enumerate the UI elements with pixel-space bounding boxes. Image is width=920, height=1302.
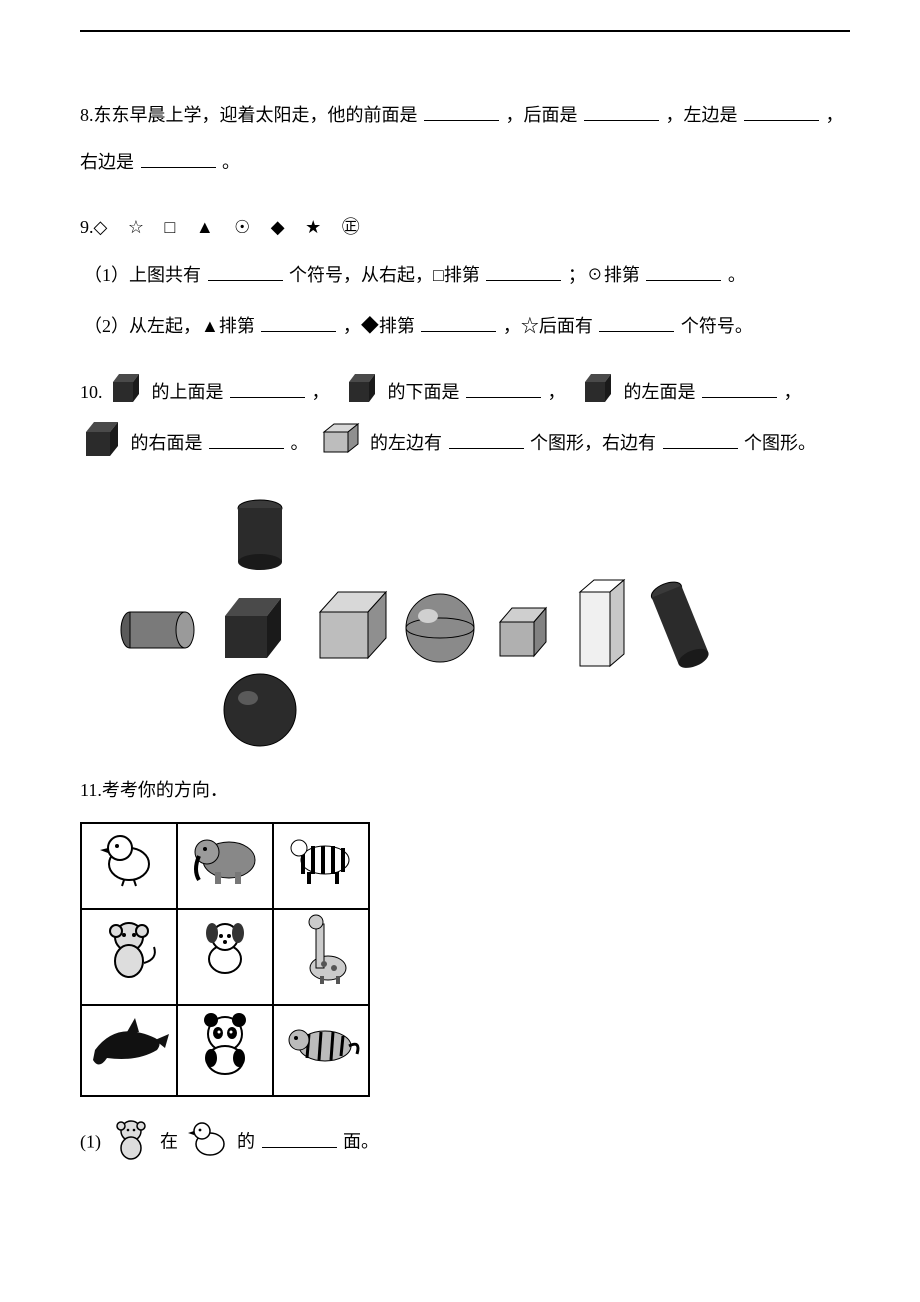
bottom-sphere-icon bbox=[224, 674, 296, 746]
short-cylinder-icon bbox=[121, 612, 194, 648]
grid-cell-panda bbox=[177, 1005, 273, 1097]
textured-cube-icon bbox=[320, 592, 386, 658]
q10-t7: 个图形。 bbox=[744, 433, 816, 453]
blank[interactable] bbox=[646, 263, 721, 281]
blank[interactable] bbox=[449, 431, 524, 449]
q10-t4: 的右面是 bbox=[131, 433, 203, 453]
blank[interactable] bbox=[230, 380, 305, 398]
blank[interactable] bbox=[262, 1130, 337, 1148]
grid-cell-chick bbox=[81, 823, 177, 909]
q11-part1: (1) 在 的 面。 bbox=[80, 1115, 850, 1172]
blank[interactable] bbox=[702, 380, 777, 398]
q9-p1-d: 。 bbox=[728, 265, 746, 285]
blank[interactable] bbox=[141, 150, 216, 168]
q8-text-3: ，左边是 bbox=[666, 105, 738, 125]
top-rule bbox=[80, 30, 850, 32]
dark-cube-icon bbox=[345, 370, 381, 422]
q9-part1: （1）上图共有 个符号，从右起，□排第 ；☉排第 。 bbox=[80, 250, 850, 300]
question-10: 10. 的上面是 ， 的下面是 ， 的左面是 ， 的右面是 。 的左边有 个图形… bbox=[80, 369, 850, 472]
q10-num: 10. bbox=[80, 382, 103, 402]
q8-text-5: 右边是 bbox=[80, 152, 134, 172]
blank[interactable] bbox=[424, 103, 499, 121]
chick-icon bbox=[185, 1117, 231, 1174]
q11-p1-b: 在 bbox=[160, 1132, 178, 1152]
q10-t5: 的左边有 bbox=[370, 433, 442, 453]
q11-p1-a: (1) bbox=[80, 1132, 106, 1152]
blank[interactable] bbox=[209, 431, 284, 449]
question-9: 9.◇ ☆ □ ▲ ☉ ◆ ★ ㊣ （1）上图共有 个符号，从右起，□排第 ；☉… bbox=[80, 204, 850, 352]
blank[interactable] bbox=[599, 314, 674, 332]
q9-p2-b: ，◆排第 bbox=[343, 316, 415, 336]
q11-p1-c: 的 bbox=[237, 1132, 255, 1152]
q9-p1-c: ；☉排第 bbox=[568, 265, 640, 285]
textured-cube-icon bbox=[320, 420, 364, 474]
blank[interactable] bbox=[421, 314, 496, 332]
q8-text-2: ，后面是 bbox=[506, 105, 578, 125]
grid-cell-dog bbox=[177, 909, 273, 1005]
q10-p1: 。 bbox=[291, 433, 309, 453]
q9-part2: （2）从左起，▲排第 ，◆排第 ，☆后面有 个符号。 bbox=[80, 301, 850, 351]
rect-prism-icon bbox=[580, 580, 624, 666]
grid-cell-elephant bbox=[177, 823, 273, 909]
q9-num: 9. bbox=[80, 217, 94, 237]
grid-cell-zebra bbox=[273, 823, 369, 909]
small-cube-icon bbox=[500, 608, 546, 656]
q8-text-6: 。 bbox=[222, 152, 240, 172]
q9-p1-b: 个符号，从右起，□排第 bbox=[289, 265, 480, 285]
blank[interactable] bbox=[663, 431, 738, 449]
shapes-figure bbox=[80, 490, 850, 757]
blank[interactable] bbox=[584, 103, 659, 121]
q10-c1: ， bbox=[312, 382, 330, 402]
q8-text-4: ， bbox=[826, 105, 844, 125]
shapes-svg bbox=[80, 490, 780, 750]
dark-cube-icon bbox=[109, 370, 145, 422]
question-11: 11.考考你的方向． bbox=[80, 767, 850, 1172]
q9-symbols: ◇ ☆ □ ▲ ☉ ◆ ★ ㊣ bbox=[94, 217, 368, 237]
q10-c2: ， bbox=[548, 382, 566, 402]
q11-title: 11.考考你的方向． bbox=[80, 767, 850, 814]
sphere-icon bbox=[406, 594, 474, 662]
blank[interactable] bbox=[744, 103, 819, 121]
q9-p2-d: 个符号。 bbox=[681, 316, 753, 336]
blank[interactable] bbox=[208, 263, 283, 281]
grid-cell-tiger bbox=[273, 1005, 369, 1097]
q10-t2: 的下面是 bbox=[388, 382, 460, 402]
dark-cube-icon bbox=[581, 370, 617, 422]
q10-c3: ， bbox=[784, 382, 802, 402]
blank[interactable] bbox=[466, 380, 541, 398]
blank[interactable] bbox=[261, 314, 336, 332]
q9-p2-a: （2）从左起，▲排第 bbox=[84, 316, 255, 336]
q11-p1-d: 面。 bbox=[343, 1132, 379, 1152]
q10-t6: 个图形，右边有 bbox=[530, 433, 656, 453]
q10-t3: 的左面是 bbox=[624, 382, 696, 402]
tilted-cylinder-icon bbox=[649, 578, 712, 672]
q9-p2-c: ，☆后面有 bbox=[503, 316, 593, 336]
question-8: 8.东东早晨上学，迎着太阳走，他的前面是 ，后面是 ，左边是 ， 右边是 。 bbox=[80, 92, 850, 186]
grid-cell-monkey bbox=[81, 909, 177, 1005]
blank[interactable] bbox=[486, 263, 561, 281]
q10-t1: 的上面是 bbox=[152, 382, 224, 402]
dark-cube-icon bbox=[82, 418, 124, 476]
dark-cube-icon bbox=[225, 598, 281, 658]
monkey-icon bbox=[108, 1115, 154, 1176]
grid-cell-dolphin bbox=[81, 1005, 177, 1097]
grid-cell-giraffe bbox=[273, 909, 369, 1005]
top-cylinder-icon bbox=[238, 500, 282, 570]
q9-p1-a: （1）上图共有 bbox=[84, 265, 201, 285]
q8-text-1: 8.东东早晨上学，迎着太阳走，他的前面是 bbox=[80, 105, 418, 125]
animal-grid bbox=[80, 822, 370, 1098]
